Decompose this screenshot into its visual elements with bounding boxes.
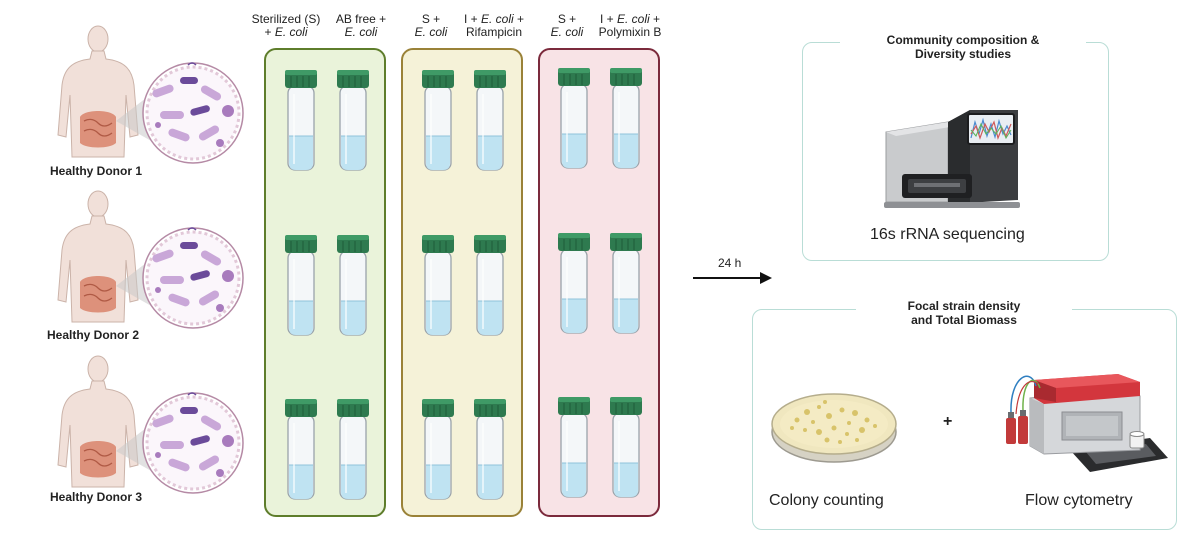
donor-label-2: Healthy Donor 2 — [47, 328, 140, 342]
gut-microbiome-zoom — [142, 227, 244, 329]
flow-cytometer-icon — [1006, 374, 1168, 472]
group-box-3 — [538, 48, 660, 517]
culture-tube — [610, 233, 642, 334]
culture-tube — [610, 68, 642, 169]
culture-tube — [422, 70, 454, 171]
donor-label-1: Healthy Donor 1 — [50, 164, 143, 178]
human-torso-icon — [57, 355, 139, 488]
condition-label-4: I + E. coli + Rifampicin — [463, 12, 525, 39]
gut-microbiome-zoom — [142, 62, 244, 164]
culture-tube — [474, 70, 506, 171]
human-torso-icon — [57, 190, 139, 323]
donor-illustration — [57, 355, 244, 494]
culture-tube — [337, 70, 369, 171]
culture-tube — [285, 235, 317, 336]
culture-tube — [474, 235, 506, 336]
culture-tube — [337, 399, 369, 500]
condition-label-6: I + E. coli + Polymixin B — [598, 12, 662, 39]
biomass-panel-title: Focal strain density and Total Biomass — [856, 299, 1072, 327]
donor-illustration — [57, 25, 244, 164]
condition-label-5: S + E. coli — [550, 12, 584, 39]
culture-tube — [558, 233, 590, 334]
petri-dish-icon — [771, 393, 897, 463]
donor-1 — [40, 25, 255, 185]
culture-tube — [285, 70, 317, 171]
condition-label-2: AB free + E. coli — [335, 12, 387, 39]
donor-3 — [40, 355, 255, 515]
donor-2 — [40, 190, 255, 350]
culture-tube — [558, 397, 590, 498]
culture-tube — [337, 235, 369, 336]
culture-tube — [558, 68, 590, 169]
condition-label-1: Sterilized (S) + E. coli — [251, 12, 321, 39]
time-arrow — [693, 272, 772, 284]
culture-tube — [422, 235, 454, 336]
arrow-label: 24 h — [718, 256, 742, 270]
gut-microbiome-zoom — [142, 392, 244, 494]
condition-label-3: S + E. coli — [414, 12, 448, 39]
colony-counting-label: Colony counting — [769, 492, 884, 509]
human-torso-icon — [57, 25, 139, 158]
flow-cytometry-label: Flow cytometry — [1025, 492, 1133, 509]
culture-tube — [610, 397, 642, 498]
plus-sign: + — [943, 413, 953, 430]
sequencing-label: 16s rRNA sequencing — [870, 226, 1025, 243]
culture-tube — [474, 399, 506, 500]
donor-illustration — [57, 190, 244, 329]
culture-tube — [285, 399, 317, 500]
sequencer-icon — [884, 110, 1020, 208]
community-panel-title: Community composition & Diversity studie… — [840, 33, 1086, 61]
culture-tube — [422, 399, 454, 500]
donor-label-3: Healthy Donor 3 — [50, 490, 143, 504]
